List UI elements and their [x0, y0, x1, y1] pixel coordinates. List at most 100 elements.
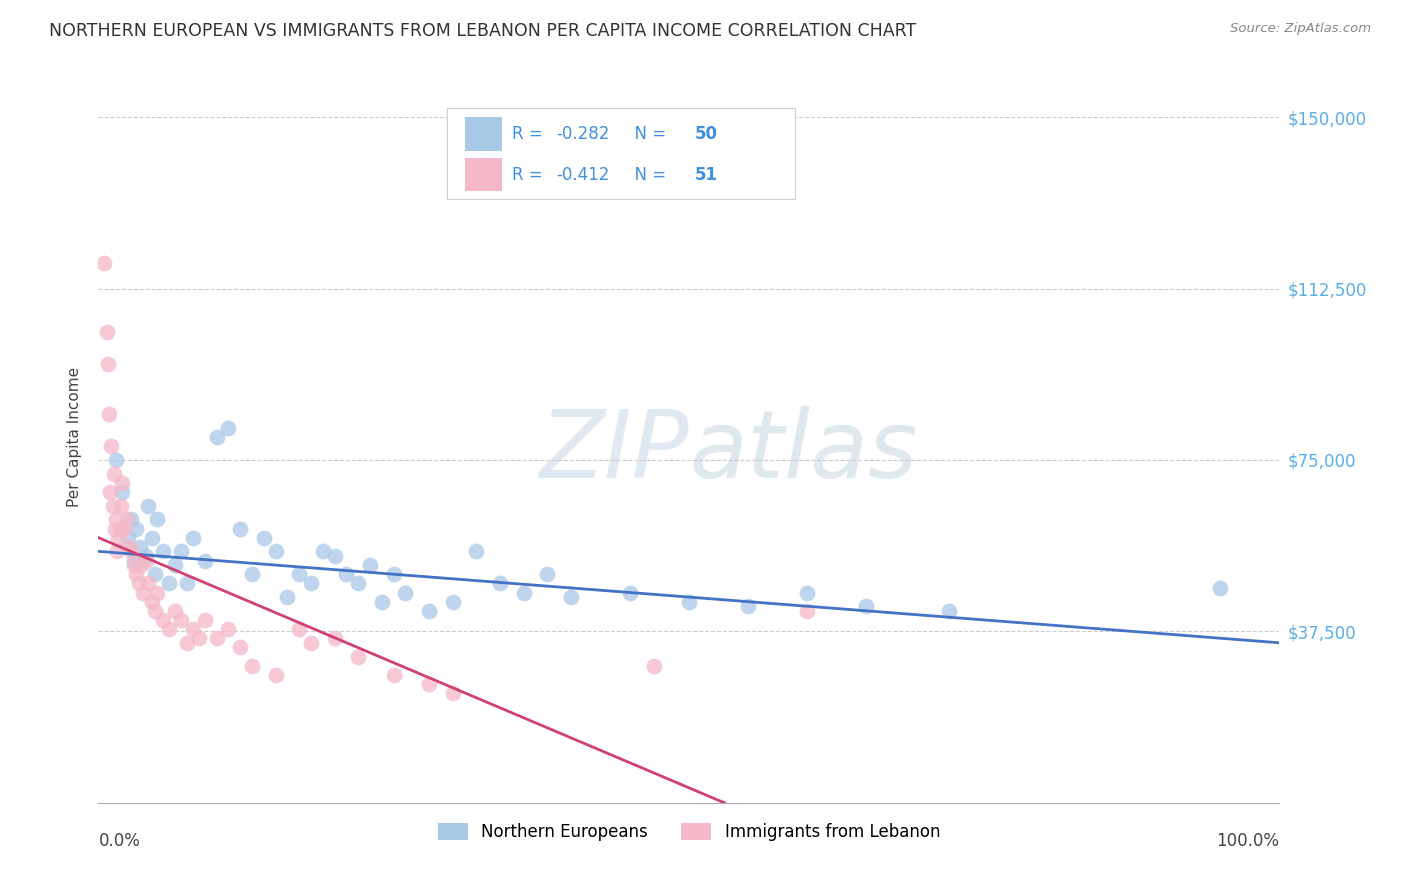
FancyBboxPatch shape [464, 158, 502, 192]
Point [489, 576, 512, 591]
Point [135, 549, 157, 563]
Text: R =: R = [512, 125, 548, 144]
Point [98, 484, 121, 499]
Point [105, 512, 128, 526]
Point [129, 558, 152, 573]
Text: 100.0%: 100.0% [1216, 832, 1279, 850]
Point [125, 567, 148, 582]
Point [229, 521, 252, 535]
Point [323, 632, 346, 646]
Y-axis label: Per Capita Income: Per Capita Income [67, 367, 83, 508]
Point [97, 357, 120, 371]
Point [141, 531, 163, 545]
Point [359, 558, 381, 573]
Point [276, 590, 298, 604]
Point [176, 576, 198, 591]
Point [122, 553, 145, 567]
Point [157, 576, 180, 591]
Point [101, 499, 124, 513]
Point [347, 576, 370, 591]
Point [93, 256, 115, 270]
Point [117, 531, 139, 545]
Point [165, 558, 187, 573]
Point [335, 567, 357, 582]
Point [146, 512, 169, 526]
Point [441, 686, 464, 700]
Point [136, 499, 159, 513]
Point [98, 407, 121, 421]
Point [737, 599, 759, 614]
Point [132, 585, 155, 599]
Point [347, 649, 370, 664]
Point [110, 499, 132, 513]
Point [938, 604, 960, 618]
Point [205, 430, 228, 444]
Text: Source: ZipAtlas.com: Source: ZipAtlas.com [1230, 22, 1371, 36]
Point [512, 585, 534, 599]
Text: -0.412: -0.412 [557, 166, 610, 184]
Point [418, 604, 440, 618]
Point [619, 585, 641, 599]
Point [394, 585, 416, 599]
Point [299, 636, 322, 650]
Point [103, 467, 125, 481]
Point [146, 585, 169, 599]
Point [181, 531, 204, 545]
Point [240, 658, 263, 673]
Point [796, 585, 818, 599]
Point [323, 549, 346, 563]
Point [418, 677, 440, 691]
Point [678, 594, 700, 608]
Text: 50: 50 [695, 125, 718, 144]
Point [382, 567, 405, 582]
Point [105, 453, 128, 467]
Point [312, 544, 335, 558]
Point [264, 544, 287, 558]
Point [229, 640, 252, 655]
Point [128, 576, 150, 591]
Point [560, 590, 582, 604]
Point [136, 576, 159, 591]
Point [205, 632, 228, 646]
Point [165, 604, 187, 618]
Point [141, 594, 163, 608]
Point [253, 531, 276, 545]
FancyBboxPatch shape [464, 118, 502, 151]
Point [128, 540, 150, 554]
Text: 0.0%: 0.0% [98, 832, 141, 850]
Point [217, 622, 239, 636]
Text: -0.282: -0.282 [557, 125, 610, 144]
Point [264, 667, 287, 681]
Point [143, 604, 166, 618]
Point [125, 521, 148, 535]
Point [105, 544, 128, 558]
Point [176, 636, 198, 650]
Point [194, 553, 217, 567]
Point [121, 544, 143, 558]
Point [240, 567, 263, 582]
Text: N =: N = [624, 166, 671, 184]
Point [122, 558, 145, 573]
Point [796, 604, 818, 618]
Text: NORTHERN EUROPEAN VS IMMIGRANTS FROM LEBANON PER CAPITA INCOME CORRELATION CHART: NORTHERN EUROPEAN VS IMMIGRANTS FROM LEB… [49, 22, 917, 40]
Point [135, 553, 157, 567]
Point [1209, 581, 1232, 595]
Point [121, 512, 143, 526]
Text: ZIP: ZIP [540, 406, 689, 497]
Point [194, 613, 217, 627]
Point [855, 599, 877, 614]
Point [118, 540, 141, 554]
Point [181, 622, 204, 636]
Point [170, 613, 193, 627]
Point [115, 512, 138, 526]
Point [217, 421, 239, 435]
Point [108, 521, 131, 535]
Point [170, 544, 193, 558]
Point [465, 544, 488, 558]
Point [643, 658, 665, 673]
Point [288, 567, 311, 582]
Text: N =: N = [624, 125, 671, 144]
Point [112, 521, 135, 535]
Point [152, 613, 174, 627]
Text: R =: R = [512, 166, 548, 184]
